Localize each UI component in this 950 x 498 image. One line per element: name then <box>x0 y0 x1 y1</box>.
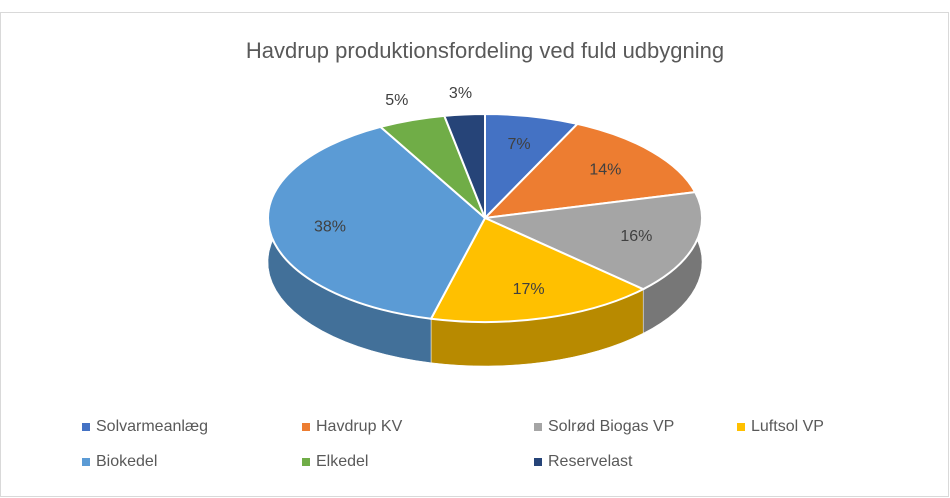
value-label: 5% <box>385 92 408 109</box>
chart-title: Havdrup produktionsfordeling ved fuld ud… <box>246 38 724 63</box>
legend-label: Luftsol VP <box>751 418 824 435</box>
slice <box>442 112 486 219</box>
value-label: 38% <box>314 219 346 236</box>
value-label: 7% <box>508 136 531 153</box>
legend-swatch <box>534 458 542 466</box>
legend-swatch <box>534 423 542 431</box>
legend-swatch <box>737 423 745 431</box>
legend-label: Reservelast <box>548 453 633 470</box>
legend-label: Elkedel <box>316 453 368 470</box>
slice <box>429 216 646 323</box>
legend-swatch <box>302 458 310 466</box>
value-label: 3% <box>449 85 472 102</box>
slice <box>481 191 703 291</box>
slice <box>482 122 697 220</box>
legend-label: Biokedel <box>96 453 157 470</box>
value-label: 16% <box>620 228 652 245</box>
legend-swatch <box>82 458 90 466</box>
value-label: 17% <box>513 281 545 298</box>
slice <box>267 125 487 320</box>
legend-swatch <box>302 423 310 431</box>
legend-label: Solvarmeanlæg <box>96 418 208 435</box>
value-label: 14% <box>589 161 621 178</box>
legend-label: Havdrup KV <box>316 418 403 435</box>
legend-swatch <box>82 423 90 431</box>
legend-label: Solrød Biogas VP <box>548 418 674 435</box>
